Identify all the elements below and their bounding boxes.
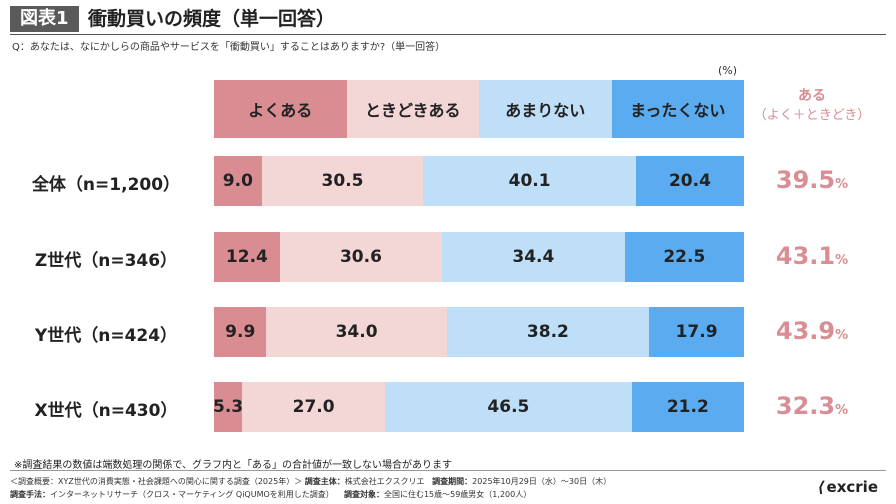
unit-label: (%)	[718, 64, 738, 77]
footer-divider	[10, 470, 886, 471]
bar-segment-amari: 38.2	[446, 307, 650, 357]
data-label: 9.0	[222, 171, 253, 191]
footer-line-1: ＜調査概要：XYZ世代の消費実態・社会課題への関心に関する調査（2025年）＞ …	[10, 476, 611, 487]
row-label: Y世代（n=424）	[34, 326, 178, 346]
logo-icon: ⟨	[817, 478, 825, 496]
data-label: 17.9	[675, 322, 718, 342]
bar-segment-tokidoki: 27.0	[242, 382, 386, 432]
bar-row: 5.3 27.0 46.5 21.2	[212, 382, 744, 432]
data-label: 38.2	[526, 322, 569, 342]
survey-period: 2025年10月29日（水）〜30日（木）	[472, 477, 612, 486]
bar-segment-mattaku: 22.5	[624, 232, 744, 282]
data-label: 34.4	[512, 247, 555, 267]
bar-segment-amari: 34.4	[442, 232, 625, 282]
data-label: 9.9	[225, 322, 256, 342]
survey-question: Q：あなたは、なにかしらの商品やサービスを「衝動買い」することはありますか?（単…	[12, 42, 446, 53]
header: 図表1 衝動買いの頻度（単一回答）	[0, 0, 896, 36]
bar-segment-yoku: 9.9	[214, 307, 267, 357]
aru-total-unit: %	[835, 177, 849, 192]
bar-segment-amari: 40.1	[423, 156, 636, 206]
footer-line-2: 調査手法：インターネットリサーチ（クロス・マーケティング QiQUMOを利用した…	[10, 489, 531, 500]
bar-row: 9.0 30.5 40.1 20.4	[214, 156, 744, 206]
bar-row: 12.4 30.6 34.4 22.5	[214, 232, 744, 282]
bar-segment-yoku: 12.4	[214, 232, 280, 282]
data-label: 27.0	[292, 397, 335, 417]
footnote: ※調査結果の数値は端数処理の関係で、グラフ内と「ある」の合計値が一致しない場合が…	[14, 460, 452, 471]
aru-header: ある （よく＋ときどき）	[752, 86, 872, 126]
row-label: 全体（n=1,200）	[31, 175, 181, 195]
aru-total: 43.1%	[752, 242, 872, 270]
aru-total-unit: %	[835, 403, 849, 418]
survey-target: 全国に住む15歳〜59歳男女（1,200人）	[383, 490, 532, 499]
survey-entity: 株式会社エクスクリエ	[344, 477, 425, 486]
data-label: 5.3	[212, 397, 244, 417]
aru-total-value: 43.9	[775, 317, 836, 345]
logo-text: excrie	[826, 478, 878, 496]
survey-entity-label: 調査主体：	[304, 477, 345, 486]
figure-badge: 図表1	[10, 6, 79, 32]
bar-segment-mattaku: 21.2	[631, 382, 744, 432]
bar-segment-mattaku: 20.4	[635, 156, 744, 206]
aru-total-unit: %	[835, 328, 849, 343]
data-label: 46.5	[487, 397, 530, 417]
aru-total-value: 43.1	[775, 242, 836, 270]
aru-total-value: 39.5	[775, 166, 836, 194]
data-label: 30.5	[321, 171, 364, 191]
aru-total: 39.5%	[752, 166, 872, 194]
data-label: 40.1	[508, 171, 551, 191]
row-label: X世代（n=430）	[34, 401, 178, 421]
bar-segment-tokidoki: 30.6	[279, 232, 443, 282]
aru-header-sub: （よく＋ときどき）	[753, 108, 871, 123]
survey-method-label: 調査手法：	[10, 490, 50, 499]
survey-target-label: 調査対象：	[343, 490, 384, 499]
title-divider	[10, 34, 886, 35]
survey-overview: ＜調査概要：XYZ世代の消費実態・社会課題への関心に関する調査（2025年）＞	[10, 477, 303, 486]
legend-yoku: よくある	[214, 80, 347, 138]
aru-total-value: 32.3	[775, 392, 836, 420]
data-label: 34.0	[335, 322, 378, 342]
excrie-logo[interactable]: ⟨ excrie	[818, 478, 878, 496]
data-label: 12.4	[225, 247, 268, 267]
bar-segment-tokidoki: 30.5	[261, 156, 424, 206]
legend-tokidoki: ときどきある	[346, 80, 479, 138]
survey-period-label: 調査期間：	[432, 477, 473, 486]
legend-mattaku: まったくない	[611, 80, 744, 138]
data-label: 22.5	[663, 247, 706, 267]
page-title: 衝動買いの頻度（単一回答）	[88, 8, 336, 30]
bar-segment-tokidoki: 34.0	[266, 307, 447, 357]
chart-legend: よくある ときどきある あまりない まったくない	[214, 80, 744, 138]
bar-row: 9.9 34.0 38.2 17.9	[214, 307, 744, 357]
aru-total-unit: %	[835, 253, 849, 268]
bar-segment-mattaku: 17.9	[649, 307, 744, 357]
row-label: Z世代（n=346）	[34, 251, 178, 271]
bar-segment-yoku: 9.0	[214, 156, 262, 206]
aru-total: 43.9%	[752, 317, 872, 345]
data-label: 20.4	[668, 171, 711, 191]
data-label: 30.6	[339, 247, 382, 267]
aru-header-title: ある	[798, 88, 826, 104]
bar-segment-yoku: 5.3	[212, 382, 244, 432]
legend-amari: あまりない	[479, 80, 612, 138]
data-label: 21.2	[666, 397, 709, 417]
bar-segment-amari: 46.5	[385, 382, 632, 432]
survey-method: インターネットリサーチ（クロス・マーケティング QiQUMOを利用した調査）	[50, 490, 334, 499]
aru-total: 32.3%	[752, 392, 872, 420]
